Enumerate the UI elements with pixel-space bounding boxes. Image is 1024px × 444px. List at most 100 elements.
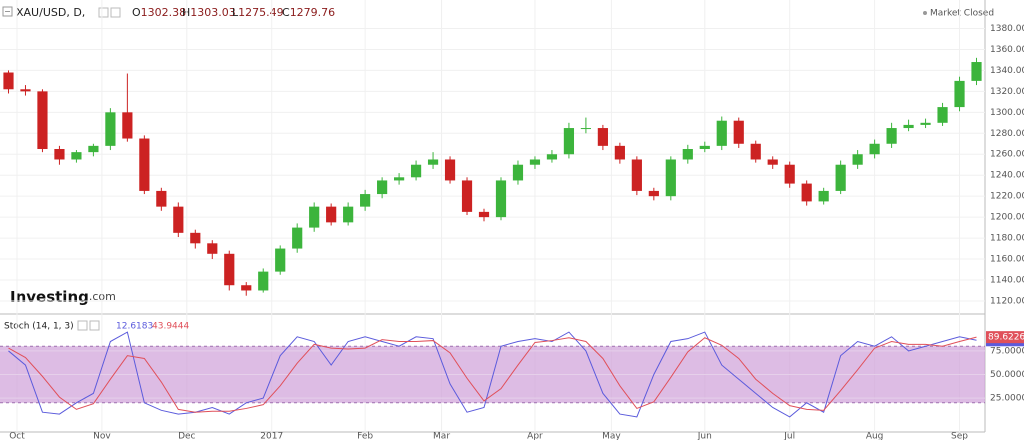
candle-body: [546, 154, 558, 160]
settings-icon[interactable]: [98, 7, 109, 18]
candle-body: [156, 190, 167, 207]
candle-body: [71, 152, 82, 160]
candle-body: [54, 149, 65, 160]
y-tick-label: 1160.00: [990, 255, 1024, 265]
market-status: Market Closed: [930, 9, 994, 19]
candle-body: [3, 72, 14, 90]
candle-body: [444, 159, 456, 181]
candle-body: [122, 112, 133, 139]
y-tick-label: 1240.00: [990, 171, 1024, 181]
x-tick-label: May: [602, 432, 621, 441]
candle-body: [207, 243, 218, 254]
candle-body: [258, 271, 269, 291]
candle-body: [648, 190, 659, 197]
candle-body: [886, 128, 897, 144]
candle-body: [767, 159, 778, 165]
ohlc-value: 1279.76: [290, 6, 336, 19]
candle-body: [377, 180, 388, 195]
candle-body: [716, 120, 727, 146]
ohlc-legend: H1303.03: [182, 6, 236, 19]
x-tick-label: Mar: [433, 432, 450, 441]
candle-body: [394, 177, 405, 181]
ohlc-label: C: [282, 6, 290, 19]
candle-body: [292, 227, 303, 249]
candle-body: [512, 164, 524, 181]
y-tick-label: 1120.00: [990, 296, 1024, 306]
candle-body: [173, 206, 184, 233]
candle-body: [241, 285, 252, 291]
candle-body: [852, 154, 863, 165]
collapse-icon[interactable]: [2, 6, 13, 17]
candle-body: [139, 138, 150, 191]
y-tick-label: 1260.00: [990, 150, 1024, 160]
y-tick-label: 1280.00: [990, 129, 1024, 139]
close-icon[interactable]: [110, 7, 121, 18]
candle-body: [495, 180, 507, 218]
candle-body: [563, 128, 575, 155]
candle-body: [580, 128, 591, 130]
candle-body: [699, 145, 710, 150]
candle-body: [326, 206, 337, 223]
candle-body: [835, 164, 846, 191]
y-tick-label: 1220.00: [990, 192, 1024, 202]
x-tick-label: Dec: [178, 432, 195, 441]
candle-body: [360, 194, 371, 207]
x-tick-label: Apr: [527, 432, 543, 441]
candle-body: [665, 159, 676, 197]
candle-body: [750, 143, 761, 160]
indicator-settings[interactable]: [77, 320, 88, 331]
candle-body: [869, 143, 880, 155]
candle-body: [20, 89, 31, 92]
candle-body: [309, 206, 320, 228]
candle-body: [478, 211, 490, 218]
candle-body: [88, 145, 99, 153]
symbol-title: XAU/USD, D,: [16, 6, 85, 19]
candle-body: [410, 164, 422, 178]
candle-body: [597, 128, 608, 146]
ohlc-label: L: [232, 6, 239, 19]
y-tick-label: 1140.00: [990, 275, 1024, 285]
y-tick-label: 75.0000: [990, 346, 1024, 356]
candle-body: [461, 180, 473, 212]
x-tick-label: 2017: [260, 432, 283, 441]
candle-body: [614, 145, 625, 160]
indicator-value: 12.6183: [116, 322, 153, 332]
last-value-label: 89.6226: [988, 333, 1024, 343]
candle-body: [903, 124, 914, 129]
stoch-line: [8, 336, 977, 413]
y-tick-label: 1340.00: [990, 66, 1024, 76]
stoch-line: [8, 331, 977, 418]
y-tick-label: 50.0000: [990, 370, 1024, 380]
candle-body: [784, 164, 795, 184]
ohlc-value: 1303.03: [190, 6, 236, 19]
x-tick-label: Jul: [783, 432, 795, 441]
candle-body: [682, 149, 693, 160]
y-tick-label: 1380.00: [990, 24, 1024, 34]
status-dot: [923, 11, 927, 15]
ohlc-legend: O1302.38: [132, 6, 186, 19]
indicator-value: 43.9444: [152, 322, 189, 332]
x-tick-label: Feb: [357, 432, 373, 441]
x-tick-label: Sep: [951, 432, 968, 441]
x-tick-label: Oct: [9, 432, 25, 441]
candle-body: [920, 122, 931, 125]
indicator-title: Stoch (14, 1, 3): [4, 322, 74, 332]
candle-body: [971, 62, 982, 81]
y-tick-label: 1320.00: [990, 87, 1024, 97]
y-tick-label: 25.0000: [990, 394, 1024, 404]
x-tick-label: Nov: [93, 432, 111, 441]
candle-body: [343, 206, 354, 223]
candle-body: [190, 232, 201, 244]
candle-body: [801, 183, 812, 202]
y-tick-label: 1360.00: [990, 45, 1024, 55]
x-tick-label: Jun: [697, 432, 712, 441]
indicator-close[interactable]: [89, 320, 100, 331]
ohlc-value: 1302.38: [141, 6, 187, 19]
watermark-main: Investing: [10, 288, 89, 306]
ohlc-label: O: [132, 6, 141, 19]
candle-body: [427, 159, 439, 165]
candle-body: [818, 190, 829, 202]
watermark: Investing.com: [10, 288, 116, 306]
